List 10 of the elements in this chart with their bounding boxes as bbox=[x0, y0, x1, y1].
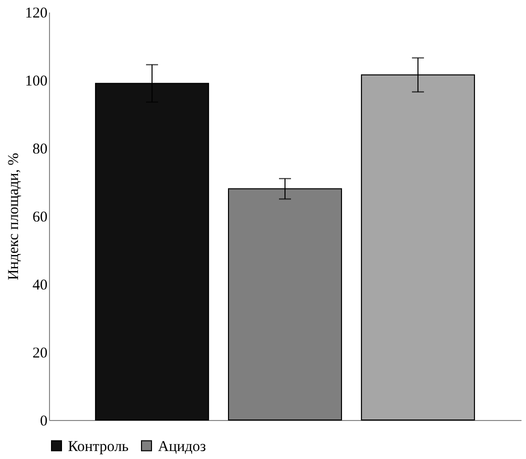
y-tick-label: 0 bbox=[40, 414, 48, 430]
y-tick-label: 100 bbox=[25, 74, 48, 90]
y-tick-label: 80 bbox=[32, 142, 48, 158]
y-tick-label: 120 bbox=[25, 6, 48, 22]
y-tick-label: 40 bbox=[32, 278, 48, 294]
y-tick-label: 60 bbox=[32, 210, 48, 226]
y-tick-label: 20 bbox=[32, 346, 48, 362]
legend-label: Ацидоз bbox=[158, 438, 206, 455]
y-axis-title: Индекс площади, % bbox=[6, 152, 22, 280]
legend-label: Контроль bbox=[68, 438, 129, 455]
